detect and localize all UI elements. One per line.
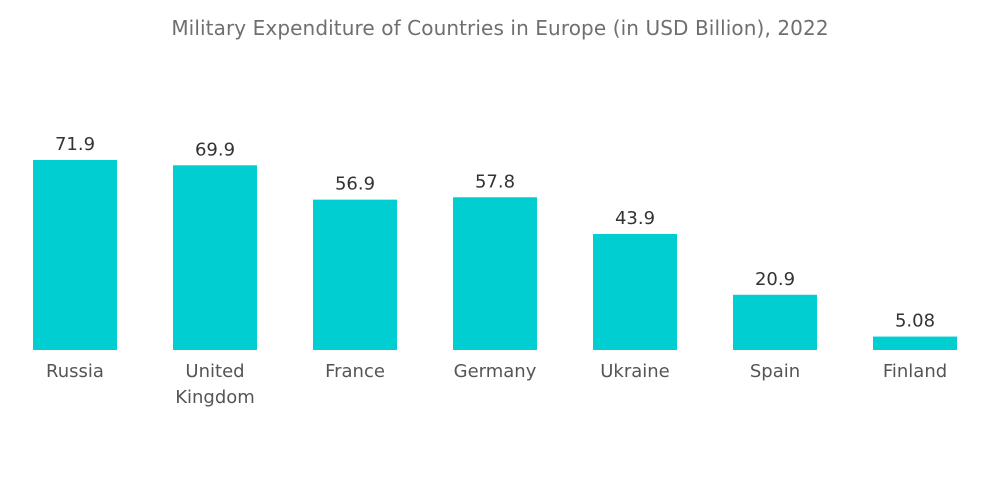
bar [313,199,397,350]
bar [33,160,117,350]
value-label: 20.9 [755,269,795,290]
category-label: Germany [454,361,537,382]
value-label: 57.8 [475,171,515,192]
bar [453,197,537,350]
category-label: Ukraine [600,361,670,382]
bar [593,233,677,350]
value-label: 5.08 [895,311,935,332]
category-label: Spain [750,361,800,382]
category-label: United [185,361,244,382]
value-label: 71.9 [55,134,95,155]
value-label: 43.9 [615,208,655,229]
category-label: Russia [46,361,104,382]
bar [873,336,957,350]
value-label: 56.9 [335,174,375,195]
category-label: Finland [883,361,947,382]
category-label: Kingdom [175,387,255,408]
category-label: France [325,361,385,382]
bar [733,294,817,350]
bar [173,165,257,350]
chart-title: Military Expenditure of Countries in Eur… [171,16,829,40]
value-label: 69.9 [195,139,235,160]
